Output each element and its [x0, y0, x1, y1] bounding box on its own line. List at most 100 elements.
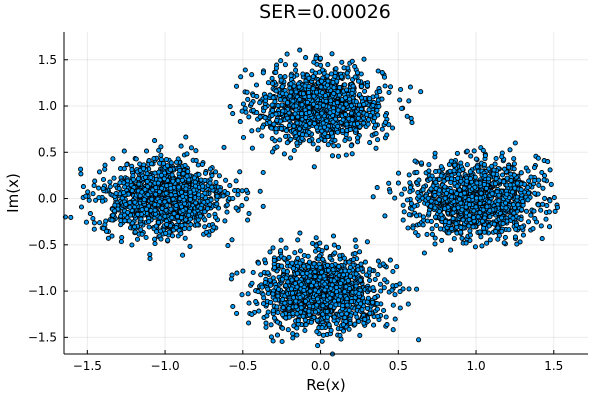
scatter-point	[359, 307, 365, 313]
scatter-point	[156, 147, 162, 153]
scatter-point	[507, 182, 513, 188]
scatter-point	[381, 285, 387, 291]
scatter-point	[179, 177, 185, 183]
scatter-point	[294, 325, 300, 331]
scatter-point	[364, 83, 370, 89]
scatter-point	[506, 164, 512, 170]
scatter-point	[451, 206, 457, 212]
scatter-point	[322, 137, 328, 143]
scatter-point	[340, 303, 346, 309]
scatter-point	[328, 71, 334, 77]
scatter-point	[323, 98, 329, 104]
scatter-point	[283, 275, 289, 281]
scatter-point	[370, 194, 376, 200]
scatter-point	[293, 304, 299, 310]
scatter-point	[432, 214, 438, 220]
scatter-point	[437, 226, 444, 232]
scatter-point	[249, 72, 255, 78]
scatter-point	[503, 205, 509, 211]
scatter-point	[305, 278, 311, 284]
scatter-point	[538, 207, 544, 213]
scatter-point	[299, 135, 305, 141]
scatter-point	[297, 248, 303, 254]
scatter-point	[514, 194, 520, 200]
scatter-point	[353, 271, 359, 277]
scatter-point	[392, 292, 398, 298]
scatter-point	[487, 208, 493, 214]
scatter-point	[169, 172, 175, 178]
scatter-point	[278, 248, 284, 254]
scatter-point	[512, 140, 518, 146]
scatter-point	[306, 109, 312, 116]
scatter-point	[390, 268, 396, 275]
scatter-point	[229, 237, 235, 243]
scatter-point	[297, 47, 303, 53]
scatter-point	[186, 212, 192, 218]
scatter-point	[267, 249, 273, 255]
scatter-point	[129, 167, 135, 173]
scatter-point	[448, 158, 454, 164]
scatter-point	[194, 222, 200, 228]
scatter-point	[331, 242, 337, 248]
scatter-point	[265, 80, 271, 86]
scatter-point	[152, 201, 158, 208]
scatter-point	[479, 243, 485, 249]
scatter-point	[297, 126, 303, 132]
scatter-point	[262, 115, 268, 121]
scatter-point	[407, 84, 413, 90]
scatter-point	[343, 101, 349, 107]
scatter-point	[205, 206, 211, 212]
scatter-point	[91, 183, 97, 189]
scatter-point	[448, 188, 454, 195]
scatter-point	[376, 103, 382, 110]
scatter-point	[301, 287, 307, 293]
scatter-point	[343, 152, 349, 158]
scatter-point	[347, 320, 353, 326]
scatter-point	[451, 236, 457, 242]
scatter-point	[322, 281, 328, 287]
scatter-point	[180, 207, 186, 214]
scatter-point	[255, 127, 261, 133]
scatter-point	[246, 320, 252, 326]
scatter-point	[499, 154, 505, 160]
scatter-point	[312, 309, 319, 315]
scatter-point	[327, 255, 333, 261]
scatter-point	[267, 119, 273, 126]
scatter-point	[304, 99, 310, 105]
x-axis-label: Re(x)	[306, 376, 346, 394]
scatter-point	[113, 190, 119, 196]
scatter-point	[382, 113, 388, 119]
scatter-point	[538, 223, 544, 229]
scatter-point	[250, 269, 256, 276]
scatter-point	[192, 183, 199, 189]
scatter-point	[306, 129, 312, 135]
scatter-point	[328, 98, 334, 104]
scatter-point	[213, 169, 219, 175]
scatter-point	[492, 181, 498, 187]
scatter-point	[244, 89, 250, 95]
scatter-point	[535, 202, 541, 208]
scatter-point	[286, 122, 292, 129]
scatter-point	[142, 174, 148, 180]
scatter-point	[312, 274, 318, 280]
scatter-point	[397, 305, 403, 311]
scatter-point	[129, 188, 135, 194]
scatter-point	[149, 196, 155, 202]
scatter-point	[240, 101, 246, 107]
scatter-point	[432, 193, 438, 199]
scatter-point	[348, 110, 354, 116]
scatter-point	[217, 187, 223, 193]
scatter-point	[467, 176, 473, 182]
scatter-point	[518, 216, 524, 222]
scatter-point	[413, 213, 420, 219]
scatter-point	[167, 167, 173, 173]
scatter-point	[373, 131, 379, 137]
scatter-point	[519, 207, 525, 213]
scatter-point	[284, 51, 290, 57]
scatter-point	[420, 222, 426, 228]
scatter-point	[387, 189, 393, 195]
scatter-point	[362, 316, 368, 322]
scatter-point	[547, 198, 553, 204]
scatter-point	[491, 167, 497, 173]
scatter-point	[176, 184, 182, 190]
